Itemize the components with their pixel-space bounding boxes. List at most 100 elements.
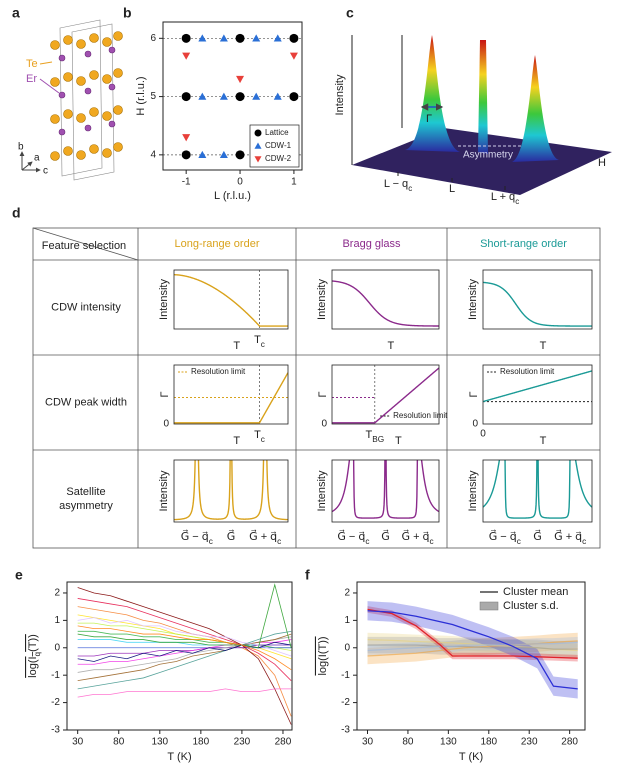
series-line xyxy=(77,583,292,649)
note-label: Resolution limit xyxy=(393,411,448,420)
plot-frame xyxy=(162,21,303,171)
x-tick-label: G⃗ − q⃗c xyxy=(489,529,521,546)
y-axis-label: Intensity xyxy=(158,470,170,511)
peak xyxy=(478,40,488,154)
marker xyxy=(252,34,261,42)
x-tick-label: 80 xyxy=(113,737,125,748)
marker xyxy=(181,33,191,43)
axis-label: c xyxy=(43,166,48,177)
er-label: Er xyxy=(26,73,37,85)
threshold-label-part: T xyxy=(254,334,261,346)
threshold-label-part: BG xyxy=(372,435,384,444)
legend-label: CDW-2 xyxy=(265,154,292,163)
y-tick-label: -3 xyxy=(341,725,350,736)
origin-label: 0 xyxy=(163,419,169,430)
series-line xyxy=(77,617,292,657)
marker xyxy=(289,33,299,43)
series-line xyxy=(77,644,292,657)
y-tick-label: 0 xyxy=(54,642,60,653)
x-tick-label-part: c xyxy=(365,537,369,546)
row-label: CDW peak width xyxy=(45,396,127,408)
x-tick-label: 30 xyxy=(72,737,84,748)
panel-c: c Intensity Γ Asymmetry H L − qc L L + q… xyxy=(334,5,612,206)
plot-area xyxy=(77,583,292,725)
leader xyxy=(39,61,53,65)
y-tick-label: 1 xyxy=(344,615,350,626)
panel-label: c xyxy=(346,5,354,21)
x-tick-label: 230 xyxy=(521,737,538,748)
origin-label: 0 xyxy=(472,419,478,430)
schematic-curve xyxy=(174,274,288,327)
series-line xyxy=(77,639,292,646)
sd-band xyxy=(367,632,578,665)
origin-label: 0 xyxy=(480,429,486,440)
plot-frame xyxy=(173,459,289,523)
panel-label: b xyxy=(123,5,132,21)
y-tick-label: -3 xyxy=(51,725,60,736)
marker xyxy=(182,52,191,60)
x-tick-label: 1 xyxy=(291,177,297,188)
y-axis-label: Intensity xyxy=(316,279,328,320)
x-axis-label: T xyxy=(540,435,547,447)
x-tick-label-part: G⃗ − q⃗ xyxy=(337,529,365,543)
x-tick-label-part: c xyxy=(430,537,434,546)
plot-frame xyxy=(482,364,593,425)
y-axis-label: Intensity xyxy=(316,470,328,511)
asymmetry-label: Asymmetry xyxy=(463,150,513,161)
plot-frame xyxy=(331,269,440,330)
series-line xyxy=(77,688,292,698)
x-axis-label: T (K) xyxy=(167,751,191,763)
sd-band xyxy=(367,601,578,699)
schematic-curve xyxy=(174,460,288,521)
axis-label: a xyxy=(34,153,40,164)
threshold-label: Tc xyxy=(254,429,265,444)
row-label: Satellite xyxy=(66,486,105,498)
marker xyxy=(235,92,245,102)
panel-label: a xyxy=(12,5,20,21)
legend-label: CDW-1 xyxy=(265,141,292,150)
unit-cell xyxy=(59,19,103,177)
panel-a: a Te Er b a c xyxy=(12,5,123,181)
tick-label: L − qc xyxy=(384,178,412,193)
schematic-curve xyxy=(332,367,439,424)
marker xyxy=(198,34,207,42)
y-tick-label: 4 xyxy=(150,149,156,160)
x-tick-label-part: G⃗ − q⃗ xyxy=(489,529,517,543)
marker xyxy=(219,34,228,42)
er-atoms xyxy=(58,46,116,136)
series-line xyxy=(367,610,578,690)
marker xyxy=(219,150,228,159)
marker xyxy=(181,92,191,102)
series-line xyxy=(77,598,292,681)
schematic-curve xyxy=(332,280,439,327)
note-label: Resolution limit xyxy=(191,367,246,376)
x-tick-label: G⃗ − q⃗c xyxy=(337,529,369,546)
legend-label: Lattice xyxy=(265,128,289,137)
x-tick-label: 130 xyxy=(151,737,168,748)
table-frame xyxy=(32,227,601,549)
x-axis-label: L (r.l.u.) xyxy=(214,190,251,202)
te-atoms xyxy=(50,31,123,161)
threshold-label: TBG xyxy=(365,429,384,444)
x-tick-label-part: G⃗ + q⃗ xyxy=(402,529,430,543)
x-axis-label: T (K) xyxy=(459,751,483,763)
row-label: asymmetry xyxy=(59,500,113,512)
x-tick-label: 130 xyxy=(440,737,457,748)
x-tick-label-part: G⃗ + q⃗ xyxy=(554,529,582,543)
x-axis-label: T xyxy=(387,340,394,352)
plot-frame xyxy=(173,364,289,425)
y-tick-label: 2 xyxy=(344,588,350,599)
marker xyxy=(254,142,262,149)
marker xyxy=(289,52,298,60)
x-tick-label: G⃗ + q⃗c xyxy=(554,529,586,546)
axis-label: Intensity xyxy=(334,74,346,115)
x-tick-label-part: G⃗ + q⃗ xyxy=(249,529,277,543)
peak xyxy=(405,35,460,152)
x-tick-label: 180 xyxy=(193,737,210,748)
marker xyxy=(273,92,282,100)
axis-label: b xyxy=(18,142,24,153)
x-tick-label: G⃗ xyxy=(227,529,236,543)
plot-frame xyxy=(331,364,440,425)
